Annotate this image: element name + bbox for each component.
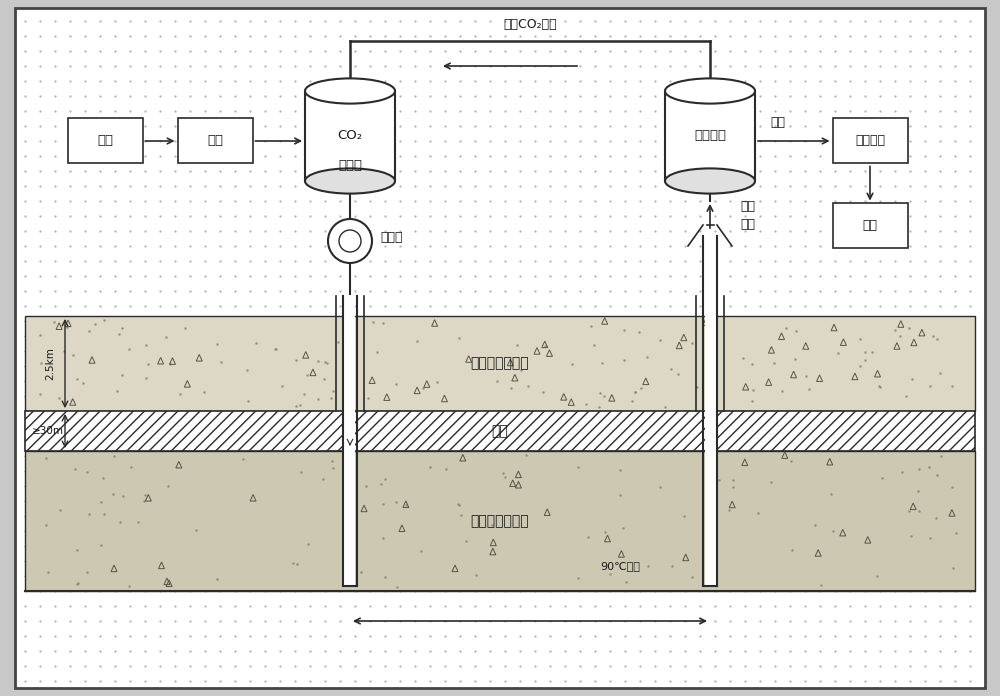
- Circle shape: [328, 219, 372, 263]
- Text: 盖层: 盖层: [492, 424, 508, 438]
- Bar: [344, 296, 355, 586]
- Circle shape: [339, 230, 361, 252]
- Bar: [704, 236, 716, 586]
- Ellipse shape: [305, 168, 395, 193]
- Text: 提纯: 提纯: [862, 219, 878, 232]
- Bar: [665, 91, 755, 181]
- Text: ≥30m: ≥30m: [32, 426, 64, 436]
- Text: 卵水: 卵水: [770, 116, 785, 129]
- Bar: [178, 118, 252, 164]
- Bar: [305, 91, 395, 181]
- Bar: [68, 118, 143, 164]
- Bar: [25, 451, 975, 591]
- Text: 递出CO₂回注: 递出CO₂回注: [503, 18, 557, 31]
- Text: CO₂: CO₂: [337, 129, 363, 143]
- Text: 深部高盐卷水层: 深部高盐卷水层: [471, 514, 529, 528]
- Text: 分离装置: 分离装置: [694, 129, 726, 143]
- Text: 压缩机: 压缩机: [338, 159, 362, 173]
- Text: 2.5km: 2.5km: [45, 347, 55, 380]
- Ellipse shape: [665, 79, 755, 104]
- Bar: [832, 118, 908, 164]
- Ellipse shape: [305, 79, 395, 104]
- Bar: [25, 316, 975, 411]
- Text: 捕集: 捕集: [97, 134, 113, 148]
- Text: 深度加工: 深度加工: [855, 134, 885, 148]
- Text: 90℃左右: 90℃左右: [600, 561, 640, 571]
- Text: 注入泵: 注入泵: [380, 232, 402, 244]
- Ellipse shape: [665, 168, 755, 193]
- Text: 高盐
卷水: 高盐 卷水: [740, 200, 755, 232]
- Text: 运输: 运输: [207, 134, 223, 148]
- Text: 浅层淡水含水层: 浅层淡水含水层: [471, 356, 529, 370]
- Bar: [25, 411, 975, 451]
- Bar: [832, 203, 908, 248]
